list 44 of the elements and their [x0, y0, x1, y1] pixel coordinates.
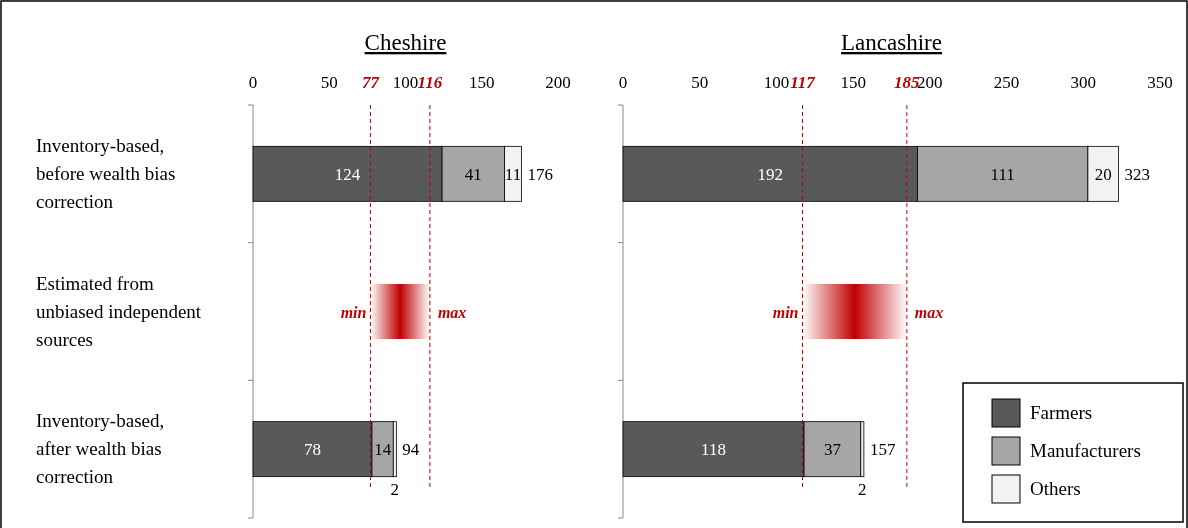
data-label: 124 — [334, 164, 361, 184]
x-tick-label: 200 — [545, 73, 571, 92]
annotation: max — [437, 303, 467, 321]
data-label: 20 — [1094, 164, 1112, 184]
x-tick-label: 0 — [248, 73, 258, 92]
total-label: 157 — [869, 440, 896, 460]
chart-title: Cheshire — [364, 30, 447, 55]
data-label: 2 — [858, 479, 867, 499]
x-tick-label: 150 — [840, 73, 866, 92]
annotation: min — [772, 303, 799, 321]
legend-label: Farmers — [1030, 402, 1093, 423]
ref-line-label: 117 — [790, 73, 817, 92]
data-label: 2 — [390, 479, 400, 499]
ref-line-label: 77 — [361, 73, 381, 92]
legend-label: Manufacturers — [1030, 440, 1141, 461]
x-tick-label: 300 — [1070, 73, 1097, 92]
x-tick-label: 0 — [618, 73, 628, 92]
ref-line-label: 116 — [417, 73, 443, 92]
x-tick-label: 50 — [320, 73, 338, 92]
data-label: 118 — [701, 440, 726, 460]
legend-label: Others — [1030, 478, 1081, 499]
x-tick-label: 150 — [469, 73, 495, 92]
y-tick-label: Estimated from unbiased independent sources — [36, 272, 202, 350]
data-label: 111 — [990, 164, 1015, 184]
data-label: 192 — [757, 164, 784, 184]
data-label: 14 — [374, 440, 392, 460]
annotation: max — [914, 303, 944, 321]
y-tick-label: Inventory-based, before wealth bias correction — [36, 134, 176, 212]
x-tick-label: 100 — [392, 73, 419, 92]
total-label: 176 — [527, 164, 553, 184]
x-tick-label: 100 — [763, 73, 790, 92]
x-tick-label: 200 — [917, 73, 943, 92]
y-tick-label: Inventory-based, after wealth bias correction — [36, 410, 165, 488]
data-label: 78 — [303, 440, 321, 460]
data-label: 41 — [464, 164, 482, 184]
chart-title: Lancashire — [841, 30, 942, 55]
data-label: 37 — [823, 440, 842, 460]
x-tick-label: 50 — [691, 73, 709, 92]
total-label: 94 — [402, 440, 420, 460]
x-tick-label: 350 — [1147, 73, 1173, 92]
annotation: min — [340, 303, 367, 321]
data-label: 11 — [504, 164, 522, 184]
x-tick-label: 250 — [993, 73, 1020, 92]
total-label: 323 — [1124, 164, 1151, 184]
